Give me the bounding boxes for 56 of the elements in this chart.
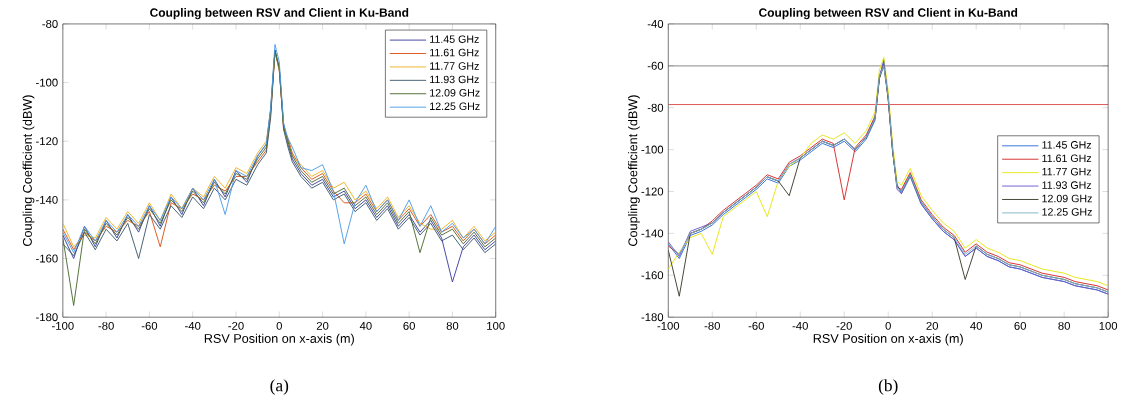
legend-label: 11.77 GHz bbox=[430, 62, 479, 70]
y-tick-label: -100 bbox=[641, 145, 664, 154]
x-tick-label: 100 bbox=[1099, 321, 1118, 330]
text: (b) bbox=[878, 379, 898, 395]
x-tick-label: -100 bbox=[657, 321, 680, 330]
y-tick-label: -80 bbox=[42, 19, 58, 28]
y-tick-label: -160 bbox=[641, 271, 664, 280]
y-tick-label: -120 bbox=[641, 187, 664, 196]
y-tick-label: -40 bbox=[647, 19, 664, 28]
x-tick-label: 80 bbox=[446, 321, 459, 330]
x-tick-label: -40 bbox=[792, 321, 808, 330]
x-tick-label: -60 bbox=[141, 321, 158, 330]
legend-label: 11.45 GHz bbox=[430, 35, 479, 43]
legend-label: 11.77 GHz bbox=[1042, 167, 1092, 176]
x-tick-label: -20 bbox=[228, 321, 244, 330]
y-tick-label: -180 bbox=[641, 313, 664, 322]
x-tick-label: -40 bbox=[185, 321, 201, 330]
legend-label: 11.61 GHz bbox=[1042, 154, 1092, 163]
x-tick-label: 20 bbox=[926, 321, 939, 330]
chart-title: Coupling between RSV and Client in Ku-Band bbox=[150, 8, 409, 20]
y-axis-title: Coupling Coefficient (dBW) bbox=[628, 95, 640, 247]
x-axis-title: RSV Position on x-axis (m) bbox=[204, 333, 354, 346]
y-tick-label: -140 bbox=[36, 195, 58, 204]
legend-label: 11.93 GHz bbox=[430, 75, 479, 84]
x-tick-label: -60 bbox=[748, 321, 764, 330]
x-tick-label: 60 bbox=[403, 321, 415, 330]
x-tick-label: 60 bbox=[1014, 321, 1027, 330]
legend-label: 11.45 GHz bbox=[1042, 141, 1092, 149]
y-tick-label: -60 bbox=[647, 61, 664, 70]
y-tick-label: -120 bbox=[36, 137, 58, 146]
x-tick-label: -80 bbox=[98, 321, 114, 330]
x-tick-label: 20 bbox=[316, 321, 329, 330]
x-tick-label: 100 bbox=[487, 321, 505, 330]
x-tick-label: 0 bbox=[276, 321, 282, 330]
legend-label: 12.25 GHz bbox=[430, 102, 480, 111]
x-axis-title: RSV Position on x-axis (m) bbox=[813, 333, 963, 346]
legend-label: 12.09 GHz bbox=[1042, 194, 1092, 203]
y-axis-title: Coupling Coefficient (dBW) bbox=[22, 95, 35, 247]
y-tick-label: -160 bbox=[36, 254, 58, 263]
x-tick-label: -100 bbox=[52, 321, 74, 330]
legend-label: 11.61 GHz bbox=[430, 48, 479, 57]
x-tick-label: 40 bbox=[970, 321, 983, 330]
legend-label: 12.09 GHz bbox=[430, 89, 480, 97]
y-tick-label: -80 bbox=[647, 103, 664, 112]
y-tick-label: -140 bbox=[641, 229, 664, 238]
legend-label: 11.93 GHz bbox=[1042, 181, 1092, 189]
legend-label: 12.25 GHz bbox=[1042, 208, 1092, 216]
x-tick-label: -20 bbox=[836, 321, 852, 330]
text: (a) bbox=[270, 379, 289, 395]
y-tick-label: -180 bbox=[36, 313, 58, 322]
chart-title: Coupling between RSV and Client in Ku-Band bbox=[759, 8, 1018, 20]
y-tick-label: -100 bbox=[36, 78, 58, 87]
x-tick-label: 40 bbox=[359, 321, 372, 330]
x-tick-label: 80 bbox=[1058, 321, 1070, 330]
x-tick-label: -80 bbox=[704, 321, 720, 330]
x-tick-label: 0 bbox=[885, 321, 891, 330]
